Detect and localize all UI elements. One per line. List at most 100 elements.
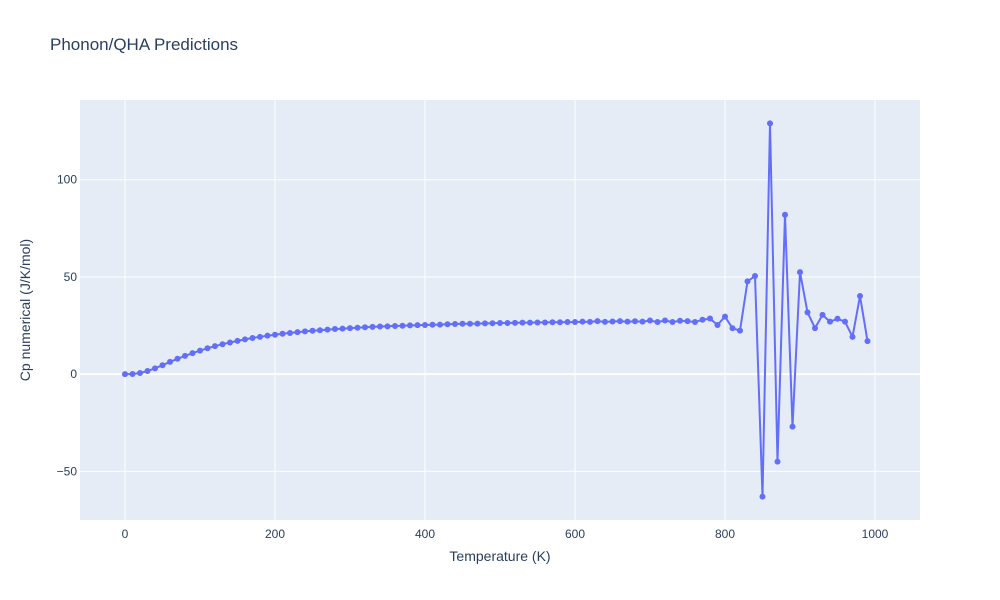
data-point (549, 319, 556, 326)
data-point (459, 320, 466, 327)
data-point (699, 316, 706, 323)
data-point (422, 321, 428, 328)
data-point (257, 333, 263, 340)
data-point (144, 368, 151, 375)
data-point (819, 311, 826, 318)
y-axis-title: Cp numerical (J/K/mol) (17, 239, 33, 381)
data-point (789, 423, 796, 430)
plot-area (80, 100, 920, 520)
data-point (354, 324, 361, 331)
data-point (707, 315, 713, 322)
data-point (684, 318, 691, 325)
data-point (152, 365, 158, 372)
data-point (639, 318, 646, 325)
data-point (369, 323, 376, 330)
data-point (542, 319, 548, 326)
data-point (339, 325, 346, 332)
chart-title: Phonon/QHA Predictions (50, 35, 238, 54)
x-tick-labels: 0 200 400 600 800 1000 (122, 527, 889, 541)
data-point (512, 319, 518, 326)
data-point (617, 318, 623, 325)
data-point (242, 336, 248, 343)
data-point (842, 318, 848, 325)
data-point (767, 120, 773, 127)
data-point (437, 321, 443, 328)
y-tick-label: 100 (57, 173, 77, 187)
data-point (849, 333, 856, 340)
data-point (812, 325, 818, 332)
x-tick-label: 400 (415, 527, 435, 541)
data-point (197, 347, 203, 354)
data-point (159, 362, 166, 369)
x-gridlines (124, 100, 876, 520)
x-tick-label: 800 (715, 527, 735, 541)
data-point (797, 269, 803, 276)
data-point (279, 330, 286, 337)
data-point (452, 321, 458, 327)
data-point (632, 318, 638, 325)
x-tick-label: 0 (122, 527, 129, 541)
data-point (444, 321, 451, 328)
data-point (219, 341, 226, 348)
data-point (722, 313, 728, 320)
data-point (827, 318, 833, 325)
y-tick-labels: −50 0 50 100 (57, 173, 78, 479)
data-point (174, 355, 181, 362)
data-point (309, 327, 316, 334)
data-point (227, 339, 233, 346)
data-point (579, 318, 586, 325)
data-point (482, 320, 488, 327)
x-tick-label: 200 (265, 527, 285, 541)
data-point (497, 320, 503, 327)
data-point (189, 350, 196, 357)
data-point (302, 328, 308, 335)
data-point (834, 315, 841, 322)
data-point (264, 332, 271, 339)
data-point (414, 322, 421, 329)
data-point (272, 331, 278, 338)
data-point (557, 319, 563, 326)
data-point (692, 319, 698, 326)
data-point (714, 321, 721, 328)
data-point (249, 335, 256, 341)
data-point (182, 352, 188, 359)
data-point (332, 326, 338, 333)
data-point (474, 320, 481, 327)
data-point (167, 358, 173, 365)
data-point (324, 326, 331, 333)
data-point (729, 325, 736, 332)
data-point (377, 323, 383, 330)
x-tick-label: 1000 (862, 527, 889, 541)
data-point (429, 321, 436, 328)
series-cp (122, 120, 871, 500)
data-point (677, 317, 683, 324)
data-point (407, 322, 413, 329)
x-axis-title: Temperature (K) (449, 548, 550, 564)
data-point (392, 322, 398, 329)
data-point (744, 278, 751, 285)
data-point (122, 371, 128, 378)
data-point (654, 319, 661, 326)
y-tick-label: −50 (57, 464, 78, 478)
data-point (587, 318, 593, 325)
data-point (294, 329, 301, 336)
y-tick-label: 50 (64, 270, 78, 284)
data-point (572, 319, 578, 326)
data-point (234, 337, 241, 344)
data-point (662, 317, 668, 324)
series-line (124, 122, 869, 498)
data-point (857, 293, 863, 299)
data-point (774, 458, 781, 465)
data-point (609, 318, 616, 325)
data-point (317, 327, 323, 334)
data-point (519, 319, 526, 326)
data-point (527, 319, 533, 326)
data-point (204, 345, 211, 352)
data-point (647, 317, 653, 324)
y-tick-label: 0 (70, 367, 77, 381)
data-point (804, 309, 811, 316)
data-point (504, 320, 511, 327)
data-point (624, 318, 631, 325)
data-point (399, 322, 406, 329)
